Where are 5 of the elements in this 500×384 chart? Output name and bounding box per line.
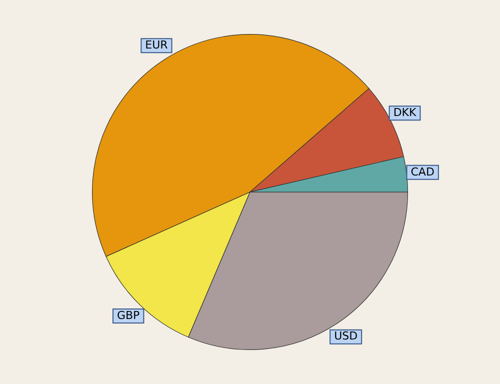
slice-label: GBP [116,308,140,322]
slice-label: CAD [410,165,434,178]
slice-label: USD [334,330,358,343]
slice-label: EUR [145,38,168,52]
slice-label: DKK [393,106,417,119]
